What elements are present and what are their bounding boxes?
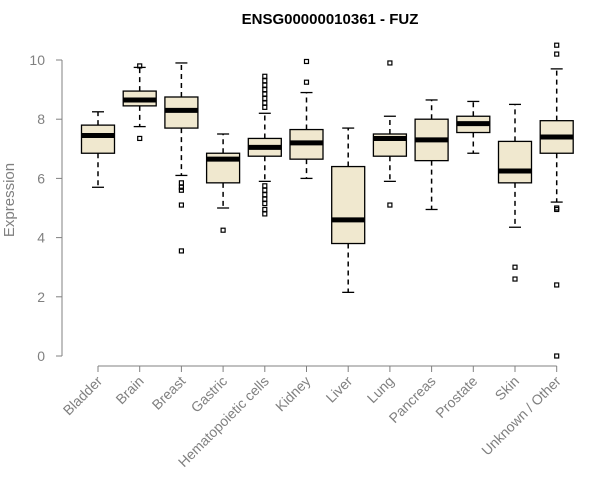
- outlier-point: [554, 42, 560, 48]
- outlier-point: [262, 86, 268, 93]
- outlier-point: [178, 180, 184, 186]
- boxes: [80, 42, 574, 359]
- chart-title: ENSG00000010361 - FUZ: [242, 11, 419, 28]
- y-tick-label: 6: [37, 170, 45, 186]
- x-tick-label: Skin: [492, 373, 523, 404]
- outlier-point: [262, 82, 268, 88]
- box-group: [414, 99, 449, 211]
- outlier-point: [262, 206, 268, 213]
- box-group: [247, 73, 282, 217]
- x-tick-label: Lung: [364, 373, 397, 406]
- outlier-point: [262, 73, 268, 79]
- outlier-point: [262, 78, 268, 84]
- outlier-point: [387, 202, 393, 208]
- box-group: [205, 133, 241, 233]
- y-axis-label: Expression: [1, 163, 18, 237]
- box-group: [164, 62, 199, 254]
- box-group: [331, 127, 366, 294]
- x-tick-label: Kidney: [272, 373, 314, 415]
- outlier-point: [262, 100, 268, 106]
- box-group: [456, 100, 491, 154]
- outlier-point: [178, 184, 184, 190]
- x-tick-label: Breast: [149, 373, 189, 413]
- outlier-point: [178, 202, 184, 208]
- box-group: [539, 42, 574, 359]
- x-tick-label: Liver: [323, 373, 356, 406]
- outlier-point: [262, 200, 268, 207]
- outlier-point: [137, 135, 143, 142]
- outlier-point: [512, 276, 518, 282]
- y-tick-label: 4: [37, 230, 45, 246]
- box-group: [497, 103, 533, 282]
- outlier-point: [512, 264, 518, 270]
- outlier-point: [178, 248, 184, 254]
- box-group: [80, 111, 116, 188]
- outlier-point: [262, 211, 268, 217]
- outlier-point: [178, 187, 184, 193]
- x-tick-label: Prostate: [432, 373, 480, 421]
- x-tick-label: Unknown / Other: [478, 373, 564, 459]
- y-tick-label: 0: [37, 348, 45, 364]
- x-tick-label: Bladder: [60, 373, 106, 419]
- box-group: [372, 60, 408, 208]
- outlier-point: [262, 183, 268, 189]
- y-ticks: 0 2 4 6 8 10: [29, 52, 62, 364]
- outlier-point: [554, 353, 560, 359]
- outlier-point: [303, 58, 310, 65]
- outlier-point: [387, 60, 393, 66]
- outlier-point: [220, 227, 226, 233]
- outlier-point: [262, 196, 268, 202]
- outlier-point: [262, 104, 268, 110]
- outlier-point: [262, 192, 268, 198]
- outlier-point: [262, 187, 268, 193]
- iqr-box: [331, 165, 366, 245]
- outlier-point: [554, 205, 560, 211]
- outlier-point: [554, 51, 560, 57]
- box-group: [289, 58, 324, 180]
- y-tick-label: 2: [37, 289, 45, 305]
- y-tick-label: 10: [29, 52, 45, 68]
- outlier-point: [262, 95, 268, 102]
- y-tick-label: 8: [37, 111, 45, 127]
- box-group: [122, 63, 157, 142]
- outlier-point: [303, 79, 310, 85]
- outlier-point: [262, 91, 268, 97]
- outlier-point: [137, 63, 143, 69]
- outlier-point: [554, 282, 560, 288]
- iqr-box: [80, 124, 116, 154]
- x-tick-label: Brain: [112, 373, 146, 407]
- iqr-box: [497, 140, 533, 184]
